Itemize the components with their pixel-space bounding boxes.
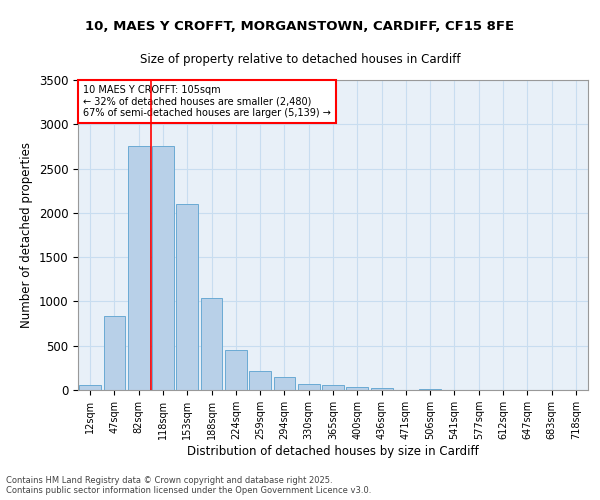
Bar (200, 298, 223, 390)
Bar (274, 377, 295, 390)
Text: Size of property relative to detached houses in Cardiff: Size of property relative to detached ho… (140, 52, 460, 66)
Bar (225, 350, 247, 390)
Bar (128, 146, 149, 390)
Y-axis label: Number of detached properties: Number of detached properties (20, 142, 33, 328)
Text: 10, MAES Y CROFFT, MORGANSTOWN, CARDIFF, CF15 8FE: 10, MAES Y CROFFT, MORGANSTOWN, CARDIFF,… (85, 20, 515, 33)
Bar (419, 388, 441, 390)
Text: Contains HM Land Registry data © Crown copyright and database right 2025.
Contai: Contains HM Land Registry data © Crown c… (6, 476, 371, 495)
Bar (152, 146, 174, 390)
Text: 10 MAES Y CROFFT: 105sqm
← 32% of detached houses are smaller (2,480)
67% of sem: 10 MAES Y CROFFT: 105sqm ← 32% of detach… (83, 84, 331, 118)
X-axis label: Distribution of detached houses by size in Cardiff: Distribution of detached houses by size … (187, 445, 479, 458)
Bar (371, 388, 392, 390)
Bar (322, 385, 344, 390)
Bar (176, 204, 198, 390)
Bar (79, 384, 101, 390)
Bar (249, 370, 271, 390)
Bar (298, 384, 320, 390)
Bar (346, 388, 368, 390)
Bar (104, 316, 125, 390)
